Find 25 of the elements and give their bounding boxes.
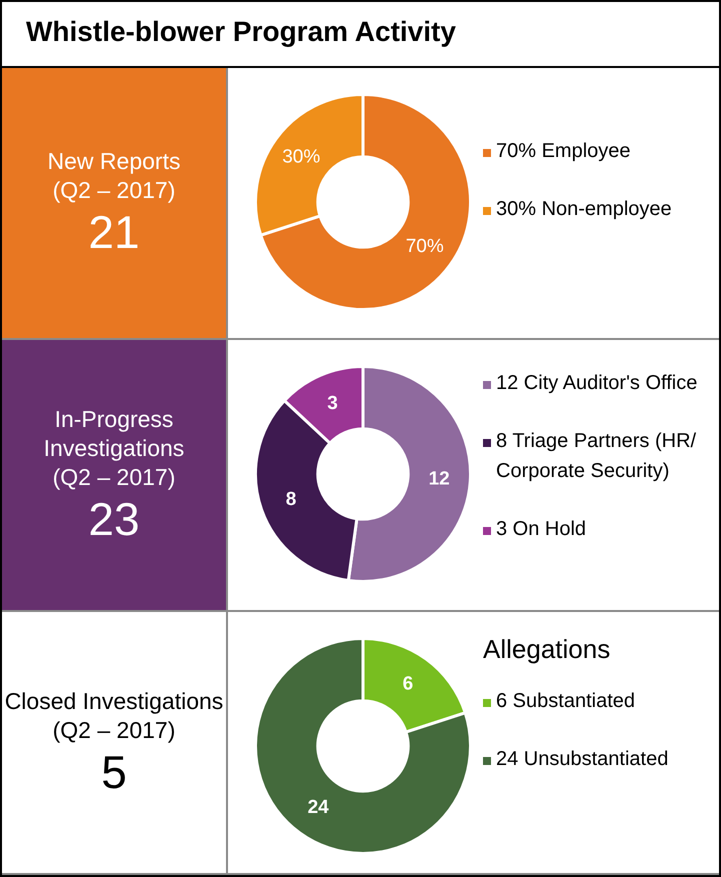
legend-label: 30% Non-employee xyxy=(496,197,672,222)
legend-title: Allegations xyxy=(483,634,612,664)
text: (Q2 – 2017) xyxy=(52,176,176,205)
text: (Q2 – 2017) xyxy=(52,462,176,492)
legend-label: 24 Unsubstantiated xyxy=(496,747,668,772)
text: In-Progress Investigations xyxy=(42,404,186,462)
text: 21 xyxy=(88,205,140,259)
text: 23 xyxy=(88,492,140,546)
text: New Reports xyxy=(48,147,180,176)
data-label: 30% xyxy=(282,146,320,168)
text: 5 xyxy=(101,744,127,798)
text: (Q2 – 2017) xyxy=(52,716,176,744)
legend-label: 12 City Auditor's Office xyxy=(496,371,698,396)
legend-label: 6 Substantiated xyxy=(496,689,635,714)
legend-label: 70% Employee xyxy=(496,139,631,164)
legend-label: 8 Triage Partners (HR/ Corporate Security) xyxy=(496,429,698,484)
data-label: 8 xyxy=(286,488,296,510)
data-label: 3 xyxy=(327,393,338,414)
data-label: 70% xyxy=(406,236,444,258)
text: Whistle-blower Program Activity xyxy=(26,16,457,48)
data-label: 6 xyxy=(402,673,414,694)
text: Closed Investigations xyxy=(4,686,224,716)
data-label: 12 xyxy=(428,468,450,490)
legend-label: 3 On Hold xyxy=(496,517,586,542)
data-label: 24 xyxy=(308,796,330,818)
